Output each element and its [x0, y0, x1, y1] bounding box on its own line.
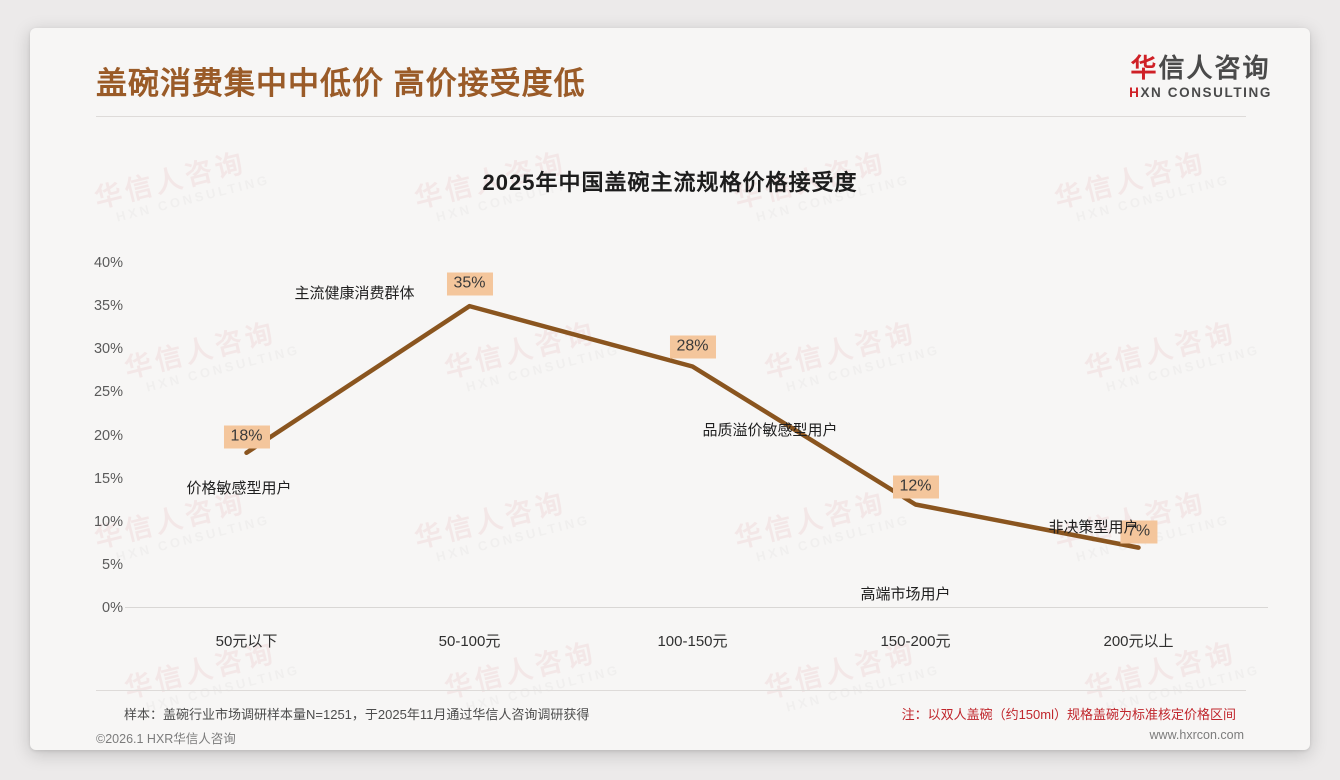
- copyright-text: ©2026.1 HXR华信人咨询: [96, 732, 236, 746]
- logo-english-text: HXN CONSULTING: [1129, 85, 1272, 100]
- chart-annotation: 主流健康消费群体: [294, 285, 415, 303]
- chart-annotation: 高端市场用户: [860, 585, 951, 603]
- data-point-label: 18%: [223, 425, 270, 449]
- y-axis-tick-label: 20%: [93, 427, 123, 444]
- y-axis-tick-label: 25%: [93, 384, 123, 401]
- logo-chinese-text: 华信人咨询: [1129, 54, 1272, 83]
- slide-canvas: 华信人咨询 HXN CONSULTING 华信人咨询 HXN CONSULTING 华信…: [30, 28, 1310, 750]
- chart-area: 0% 5% 10% 15% 20% 25% 30% 35% 40% 50元以下 50-100元 100…: [30, 228, 1310, 658]
- y-axis-tick-label: 40%: [93, 255, 123, 271]
- chart-annotation: 品质溢价敏感型用户: [702, 421, 838, 439]
- footnote-note: 注：以双人盖碗（约150ml）规格盖碗为标准核定价格区间: [901, 707, 1236, 722]
- plot-region: 0% 5% 10% 15% 20% 25% 30% 35% 40% 50元以下 50-100元 100…: [94, 255, 1268, 650]
- footnote-divider: [96, 690, 1246, 691]
- logo-rest-chars: 信人咨询: [1158, 53, 1271, 83]
- chart-annotation: 价格敏感型用户: [186, 479, 292, 497]
- title-divider: [96, 116, 1246, 117]
- logo-en-rest: XN CONSULTING: [1140, 84, 1272, 100]
- slide-header: 盖碗消费集中中低价 高价接受度低 华信人咨询 HXN CONSULTING: [30, 28, 1310, 120]
- website-text: www.hxrcon.com: [1149, 728, 1244, 742]
- y-axis-tick-label: 35%: [93, 298, 123, 315]
- y-axis-tick-label: 0%: [102, 600, 123, 616]
- logo-accent-char: 华: [1130, 53, 1159, 83]
- chart-title: 2025年中国盖碗主流规格价格接受度: [482, 170, 858, 195]
- company-logo: 华信人咨询 HXN CONSULTING: [1129, 54, 1272, 100]
- y-axis-tick-label: 5%: [102, 556, 123, 573]
- data-point-label: 35%: [446, 272, 493, 296]
- y-axis-tick-label: 15%: [93, 470, 123, 487]
- line-series: [244, 303, 1141, 550]
- footnotes: 样本：盖碗行业市场调研样本量N=1251，于2025年11月通过华信人咨询调研获…: [96, 704, 1246, 730]
- bottom-bar: ©2026.1 HXR华信人咨询 www.hxrcon.com: [30, 728, 1310, 750]
- y-axis-tick-label: 30%: [93, 341, 123, 358]
- data-point-label: 28%: [669, 335, 716, 358]
- x-axis-tick-label: 100-150元: [657, 633, 728, 650]
- page-title: 盖碗消费集中中低价 高价接受度低: [96, 66, 586, 101]
- logo-en-accent: H: [1129, 84, 1141, 100]
- chart-annotation: 非决策型用户: [1048, 518, 1139, 536]
- x-axis-tick-label: 200元以上: [1103, 633, 1174, 650]
- x-axis-tick-label: 50-100元: [438, 633, 501, 650]
- x-axis-tick-label: 50元以下: [215, 633, 278, 650]
- x-axis-tick-label: 150-200元: [880, 633, 951, 650]
- axis-baseline: [125, 607, 1268, 608]
- y-axis-tick-label: 10%: [93, 513, 123, 530]
- data-point-label: 7%: [1119, 520, 1158, 544]
- data-point-label: 12%: [892, 475, 939, 498]
- footnote-sample: 样本：盖碗行业市场调研样本量N=1251，于2025年11月通过华信人咨询调研获…: [124, 707, 590, 722]
